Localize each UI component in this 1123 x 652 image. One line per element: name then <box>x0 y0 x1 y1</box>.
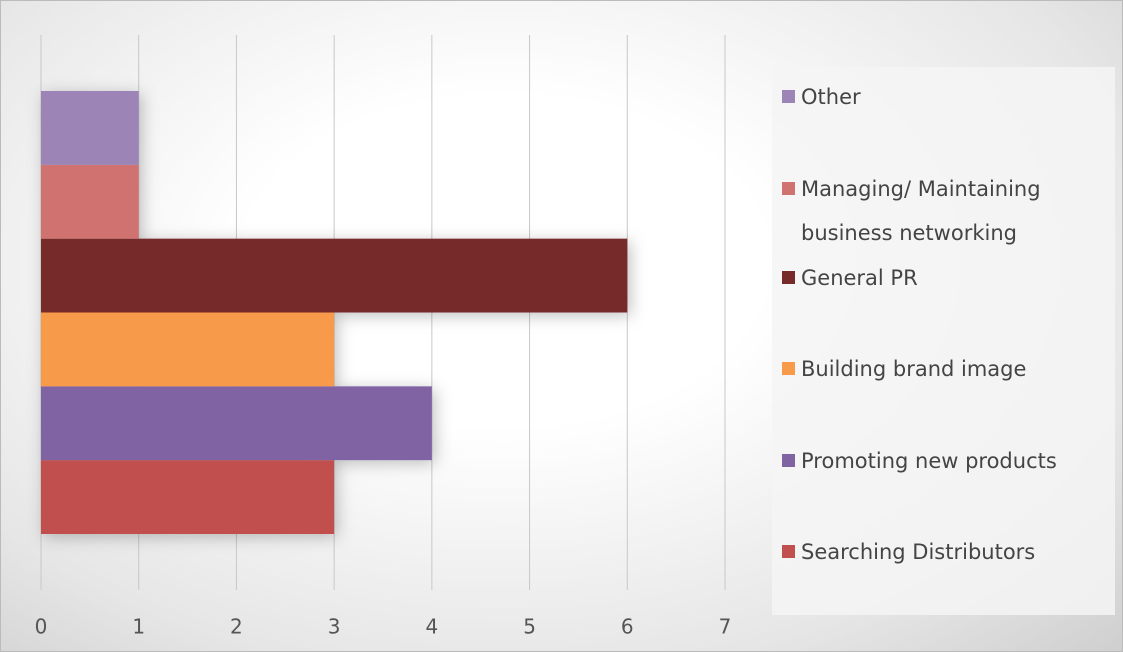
legend-item: Searching Distributors <box>782 530 1102 574</box>
legend-label: Managing/ Maintaining business networkin… <box>801 177 1041 245</box>
bar <box>41 91 139 165</box>
x-tick-label: 2 <box>230 615 243 639</box>
bar <box>41 386 432 461</box>
legend-item: Other <box>782 75 1102 119</box>
legend-swatch <box>782 362 795 375</box>
x-tick-label: 0 <box>35 615 48 639</box>
bar <box>41 238 628 313</box>
legend-swatch <box>782 454 795 467</box>
bar <box>41 164 139 239</box>
bars <box>41 91 628 534</box>
x-tick-label: 3 <box>328 615 341 639</box>
legend-item: Promoting new products <box>782 439 1102 483</box>
x-tick-label: 7 <box>719 615 732 639</box>
legend-label: Other <box>801 85 861 109</box>
x-tick-label: 5 <box>523 615 536 639</box>
legend-item: General PR <box>782 256 1102 300</box>
legend-swatch <box>782 90 795 103</box>
legend-item: Building brand image <box>782 347 1102 391</box>
legend-label: Building brand image <box>801 357 1027 381</box>
bar <box>41 312 335 387</box>
legend-swatch <box>782 182 795 195</box>
legend-label: Searching Distributors <box>801 540 1036 564</box>
legend-item: Managing/ Maintaining business networkin… <box>782 167 1102 255</box>
bar <box>41 460 335 534</box>
legend-swatch <box>782 545 795 558</box>
x-tick-label: 4 <box>425 615 438 639</box>
x-tick-label: 1 <box>132 615 145 639</box>
legend: Other Managing/ Maintaining business netw… <box>772 67 1115 615</box>
legend-swatch <box>782 271 795 284</box>
x-tick-label: 6 <box>621 615 634 639</box>
legend-label: General PR <box>801 266 918 290</box>
legend-label: Promoting new products <box>801 449 1057 473</box>
